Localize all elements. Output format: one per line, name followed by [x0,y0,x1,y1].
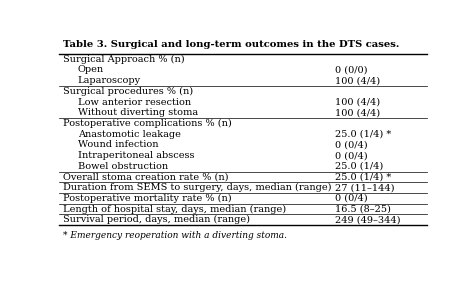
Text: * Emergency reoperation with a diverting stoma.: * Emergency reoperation with a diverting… [63,231,287,240]
Text: Wound infection: Wound infection [78,141,158,149]
Text: Laparoscopy: Laparoscopy [78,76,141,85]
Text: Open: Open [78,66,104,74]
Text: Table 3. Surgical and long-term outcomes in the DTS cases.: Table 3. Surgical and long-term outcomes… [63,40,399,49]
Text: Postoperative complications % (n): Postoperative complications % (n) [63,119,232,128]
Text: 0 (0/0): 0 (0/0) [335,66,367,74]
Text: 25.0 (1/4): 25.0 (1/4) [335,162,383,171]
Text: Without diverting stoma: Without diverting stoma [78,108,198,117]
Text: 25.0 (1/4) *: 25.0 (1/4) * [335,130,391,139]
Text: Bowel obstruction: Bowel obstruction [78,162,168,171]
Text: Length of hospital stay, days, median (range): Length of hospital stay, days, median (r… [63,205,286,214]
Text: Surgical Approach % (n): Surgical Approach % (n) [63,55,184,64]
Text: 0 (0/4): 0 (0/4) [335,141,367,149]
Text: 0 (0/4): 0 (0/4) [335,194,367,203]
Text: 16.5 (8–25): 16.5 (8–25) [335,205,391,213]
Text: 100 (4/4): 100 (4/4) [335,76,380,85]
Text: 100 (4/4): 100 (4/4) [335,108,380,117]
Text: Survival period, days, median (range): Survival period, days, median (range) [63,215,250,224]
Text: Intraperitoneal abscess: Intraperitoneal abscess [78,151,194,160]
Text: Overall stoma creation rate % (n): Overall stoma creation rate % (n) [63,172,228,182]
Text: Surgical procedures % (n): Surgical procedures % (n) [63,87,193,96]
Text: Anastomotic leakage: Anastomotic leakage [78,130,181,139]
Text: Duration from SEMS to surgery, days, median (range): Duration from SEMS to surgery, days, med… [63,183,331,192]
Text: 27 (11–144): 27 (11–144) [335,183,394,192]
Text: 0 (0/4): 0 (0/4) [335,151,367,160]
Text: Low anterior resection: Low anterior resection [78,97,191,107]
Text: 249 (49–344): 249 (49–344) [335,215,400,224]
Text: 100 (4/4): 100 (4/4) [335,97,380,107]
Text: Postoperative mortality rate % (n): Postoperative mortality rate % (n) [63,194,231,203]
Text: 25.0 (1/4) *: 25.0 (1/4) * [335,172,391,182]
